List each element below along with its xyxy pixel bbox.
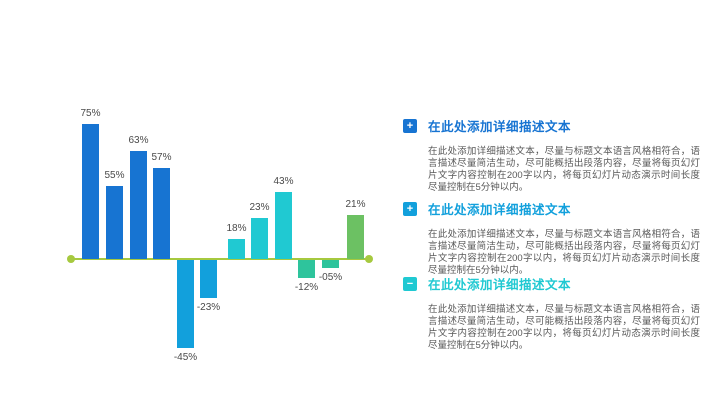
bar-value-label: -12% — [294, 282, 319, 293]
bar-75% — [82, 124, 99, 259]
minus-icon: − — [403, 276, 417, 291]
bar--05% — [322, 260, 339, 268]
section-title: 在此处添加详细描述文本 — [428, 120, 572, 134]
chart-baseline — [70, 258, 370, 260]
section-body: 在此处添加详细描述文本，尽量与标题文本语言风格相符合，语言描述尽量简洁生动，尽可… — [428, 304, 700, 351]
bar-value-label: 63% — [128, 135, 149, 146]
bar-63% — [130, 151, 147, 259]
bar-value-label: 23% — [249, 202, 270, 213]
section-title: 在此处添加详细描述文本 — [428, 203, 572, 217]
section-body: 在此处添加详细描述文本，尽量与标题文本语言风格相符合，语言描述尽量简洁生动，尽可… — [428, 146, 700, 193]
baseline-right-dot — [365, 255, 373, 263]
bar-value-label: -23% — [196, 302, 221, 313]
bar-value-label: -05% — [318, 272, 343, 283]
description-block-3: − 在此处添加详细描述文本 在此处添加详细描述文本，尽量与标题文本语言风格相符合… — [403, 274, 705, 352]
bar-23% — [251, 218, 268, 259]
bar-18% — [228, 239, 245, 259]
baseline-left-dot — [67, 255, 75, 263]
bar-value-label: 57% — [151, 152, 172, 163]
bar--45% — [177, 260, 194, 348]
bar--23% — [200, 260, 217, 298]
plus-icon: + — [403, 201, 417, 216]
bar-57% — [153, 168, 170, 259]
bar-value-label: 75% — [80, 108, 101, 119]
bar-value-label: -45% — [173, 352, 198, 363]
section-title: 在此处添加详细描述文本 — [428, 278, 572, 292]
bar-value-label: 43% — [273, 176, 294, 187]
description-block-2: + 在此处添加详细描述文本 在此处添加详细描述文本，尽量与标题文本语言风格相符合… — [403, 199, 705, 277]
bar--12% — [298, 260, 315, 278]
bar-chart: 75% 55% 63% 57% -45% -23% 18% 23% 43% -12% -05% 21% — [67, 88, 380, 388]
bar-value-label: 21% — [345, 199, 366, 210]
bar-21% — [347, 215, 364, 259]
bar-value-label: 18% — [226, 223, 247, 234]
bar-value-label: 55% — [104, 170, 125, 181]
bar-55% — [106, 186, 123, 259]
bar-43% — [275, 192, 292, 259]
description-block-1: + 在此处添加详细描述文本 在此处添加详细描述文本，尽量与标题文本语言风格相符合… — [403, 116, 705, 194]
section-header: + 在此处添加详细描述文本 — [403, 199, 705, 218]
section-body: 在此处添加详细描述文本，尽量与标题文本语言风格相符合，语言描述尽量简洁生动，尽可… — [428, 229, 700, 276]
section-header: − 在此处添加详细描述文本 — [403, 274, 705, 293]
plus-icon: + — [403, 118, 417, 133]
section-header: + 在此处添加详细描述文本 — [403, 116, 705, 135]
